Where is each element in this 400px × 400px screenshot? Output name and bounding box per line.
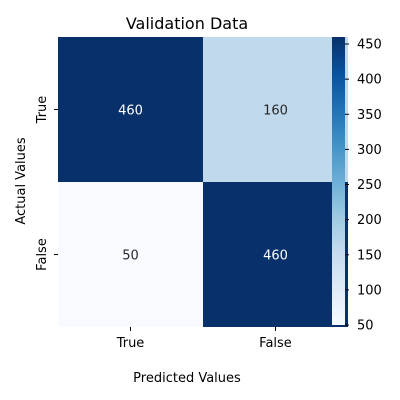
cell-value-label: 460 <box>118 104 143 119</box>
chart-title: Validation Data <box>126 14 248 33</box>
heatmap-cell <box>203 182 348 327</box>
x-axis-label: Predicted Values <box>133 371 241 386</box>
heatmap-cell <box>203 37 348 182</box>
heatmap-cell <box>58 182 203 327</box>
y-tick-labels: True False <box>35 96 58 271</box>
colorbar-tick-label: 200 <box>357 213 382 228</box>
colorbar-tick-label: 50 <box>357 319 374 334</box>
x-tick-labels: True False <box>116 327 292 351</box>
colorbar-ticks: 50 100 150 200 250 300 350 400 450 <box>345 38 382 334</box>
x-tick-label: False <box>259 336 292 351</box>
heatmap-cell <box>58 37 203 182</box>
y-tick-label: False <box>35 238 50 271</box>
colorbar-tick-label: 250 <box>357 178 382 193</box>
y-axis-label: Actual Values <box>14 137 29 225</box>
colorbar-tick-label: 100 <box>357 283 382 298</box>
colorbar-tick-label: 350 <box>357 108 382 123</box>
cell-value-label: 160 <box>263 104 288 119</box>
colorbar-tick-label: 300 <box>357 143 382 158</box>
heatmap-cells: 460 160 50 460 <box>58 37 348 327</box>
colorbar <box>332 37 345 325</box>
x-tick-label: True <box>116 336 145 351</box>
cell-value-label: 460 <box>263 249 288 264</box>
colorbar-tick-label: 150 <box>357 248 382 263</box>
colorbar-tick-label: 400 <box>357 73 382 88</box>
cell-value-label: 50 <box>122 249 139 264</box>
y-tick-label: True <box>35 96 50 125</box>
colorbar-tick-label: 450 <box>357 38 382 53</box>
